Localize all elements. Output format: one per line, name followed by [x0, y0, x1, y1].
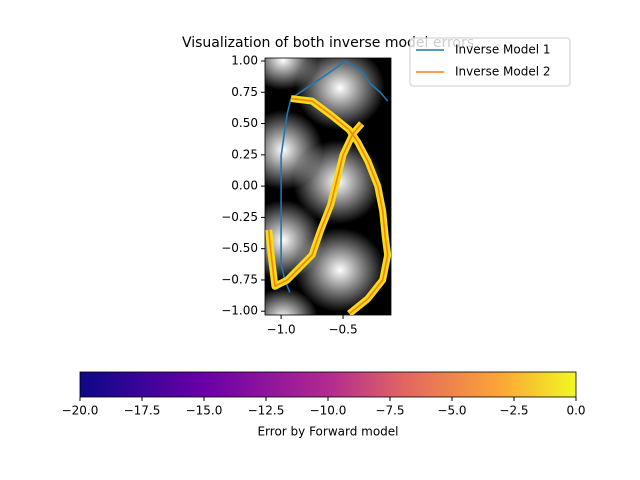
- colorbar-label: Error by Forward model: [257, 425, 398, 439]
- series-line: [280, 60, 389, 293]
- y-tick-label: 0.50: [231, 116, 258, 130]
- chart-title: Visualization of both inverse model erro…: [182, 35, 474, 51]
- colorbar: [79, 371, 577, 398]
- colorbar-tick-label: −12.5: [248, 404, 285, 418]
- legend-box: [409, 37, 571, 87]
- colorbar-tick-label: −20.0: [62, 404, 99, 418]
- y-tick-label: −0.25: [221, 210, 258, 224]
- y-tick-label: 0.00: [231, 179, 258, 193]
- y-tick-label: −0.50: [221, 241, 258, 255]
- series-line: [267, 97, 389, 315]
- y-tick-label: −0.75: [221, 272, 258, 286]
- colorbar-tick-label: −17.5: [124, 404, 161, 418]
- colorbar-tick-label: −5.0: [437, 404, 466, 418]
- x-tick-label: −0.5: [328, 323, 357, 337]
- x-tick-label: −1.0: [267, 323, 296, 337]
- legend-label: Inverse Model 1: [455, 43, 551, 57]
- colorbar-tick-label: −7.5: [375, 404, 404, 418]
- y-tick-label: 0.75: [231, 85, 258, 99]
- y-tick-label: 1.00: [231, 54, 258, 68]
- colorbar-tick-label: −10.0: [310, 404, 347, 418]
- colorbar-tick-label: −15.0: [186, 404, 223, 418]
- legend-label: Inverse Model 2: [455, 65, 551, 79]
- colorbar-tick-label: 0.0: [566, 404, 585, 418]
- colorbar-tick-label: −2.5: [499, 404, 528, 418]
- y-tick-label: 0.25: [231, 147, 258, 161]
- y-tick-label: −1.00: [221, 304, 258, 318]
